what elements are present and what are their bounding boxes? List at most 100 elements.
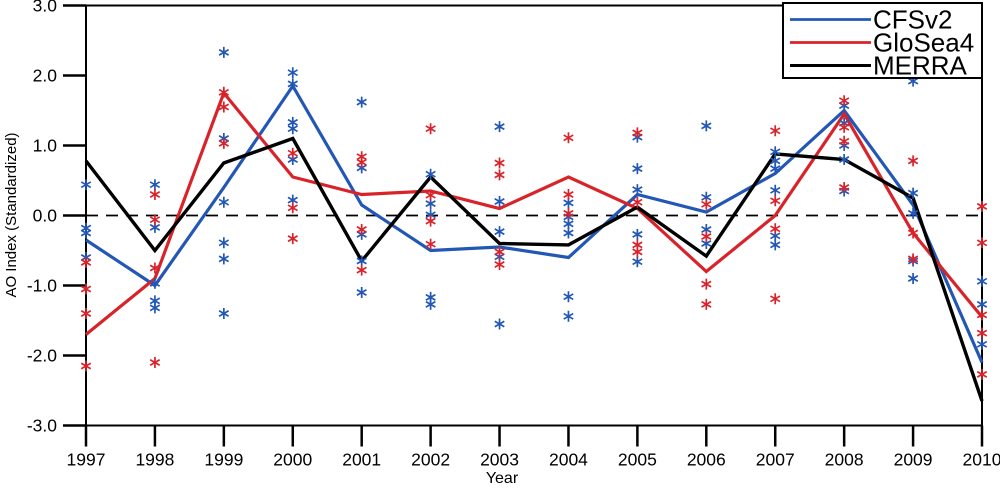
- ensemble-marker: [770, 163, 781, 175]
- x-tick-label: 2010: [963, 450, 1000, 470]
- ensemble-marker: [287, 123, 298, 135]
- legend-label-merra: MERRA: [873, 51, 968, 81]
- ensemble-marker: [356, 224, 367, 235]
- ensemble-marker: [494, 196, 505, 207]
- legend-label-glosea4: GloSea4: [873, 28, 974, 58]
- y-tick-label: 1.0: [33, 136, 58, 156]
- legend: CFSv2 GloSea4 MERRA: [782, 2, 983, 81]
- x-tick-label: 1997: [67, 450, 106, 470]
- ensemble-marker: [425, 189, 436, 201]
- ensemble-marker: [494, 259, 505, 270]
- ensemble-marker: [287, 202, 298, 214]
- ensemble-marker: [494, 157, 505, 169]
- x-tick-label: 1999: [204, 450, 243, 470]
- legend-label-cfsv2: CFSv2: [873, 5, 952, 35]
- ensemble-marker: [976, 327, 988, 339]
- series-line-cfsv2: [85, 82, 984, 364]
- x-tick-label: 2005: [618, 450, 657, 470]
- ensemble-marker: [976, 200, 988, 212]
- ensemble-marker: [149, 277, 161, 289]
- ensemble-marker: [80, 360, 92, 372]
- ensemble-marker: [356, 156, 367, 168]
- x-tick-label: 2009: [894, 450, 933, 470]
- y-tick-label: 0.0: [33, 206, 58, 226]
- ensemble-marker: [218, 46, 230, 58]
- ensemble-marker: [907, 207, 919, 219]
- ensemble-marker: [80, 308, 92, 319]
- ensemble-marker: [425, 238, 436, 250]
- ensemble-marker: [632, 163, 643, 175]
- ensemble-marker: [287, 147, 298, 159]
- ensemble-marker: [907, 155, 919, 167]
- ensemble-marker: [701, 278, 712, 290]
- ensemble-marker: [425, 123, 436, 135]
- ensemble-marker: [218, 237, 230, 249]
- ensemble-marker-layer: [80, 46, 988, 380]
- ensemble-marker: [976, 237, 988, 249]
- ensemble-marker: [770, 223, 781, 235]
- ensemble-marker: [218, 308, 230, 319]
- ensemble-marker: [218, 196, 230, 208]
- ensemble-marker: [149, 214, 161, 226]
- ensemble-marker: [701, 231, 712, 242]
- ensemble-marker: [287, 67, 298, 79]
- ensemble-marker: [701, 120, 712, 132]
- x-tick-label: 2000: [273, 450, 312, 470]
- ensemble-marker: [632, 246, 643, 258]
- ensemble-marker: [770, 125, 781, 137]
- ensemble-marker: [907, 227, 919, 239]
- x-tick-label: 2001: [342, 450, 381, 470]
- ensemble-marker: [287, 78, 298, 90]
- x-tick-label: 2003: [480, 450, 519, 470]
- ensemble-marker: [838, 95, 850, 107]
- series-line-glosea4: [84, 89, 984, 336]
- ensemble-marker: [563, 189, 574, 200]
- ensemble-marker: [494, 226, 505, 238]
- y-tick-label: 2.0: [33, 66, 58, 86]
- ensemble-marker: [80, 283, 92, 295]
- ensemble-marker: [976, 275, 988, 287]
- ensemble-marker: [218, 101, 230, 113]
- ensemble-marker: [632, 127, 643, 139]
- ensemble-marker: [770, 293, 781, 305]
- ensemble-marker: [356, 96, 367, 108]
- ensemble-marker: [149, 302, 161, 314]
- ensemble-marker: [907, 273, 919, 284]
- x-tick-label: 2004: [549, 450, 588, 470]
- y-tick-label: -2.0: [27, 346, 57, 366]
- ensemble-marker: [218, 86, 230, 98]
- ensemble-marker: [80, 256, 92, 268]
- ensemble-marker: [563, 291, 574, 303]
- ensemble-marker: [838, 135, 850, 147]
- ensemble-marker: [149, 179, 161, 191]
- y-axis-title: AO Index (Standardized): [3, 132, 20, 297]
- ensemble-marker: [494, 318, 505, 330]
- ensemble-marker: [770, 239, 781, 251]
- ensemble-marker: [425, 298, 436, 310]
- ensemble-marker: [149, 357, 161, 368]
- ensemble-marker: [80, 179, 92, 191]
- ensemble-marker: [494, 246, 505, 258]
- ensemble-marker: [907, 187, 919, 199]
- ensemble-marker: [632, 196, 643, 208]
- y-tick-label: -1.0: [27, 276, 57, 296]
- x-tick-label: 1998: [135, 450, 174, 470]
- x-tick-label: 2007: [756, 450, 795, 470]
- ensemble-marker: [563, 310, 574, 322]
- ensemble-marker: [976, 338, 988, 350]
- series-line-merra: [84, 136, 984, 402]
- ensemble-marker: [287, 233, 298, 245]
- y-tick-label: -3.0: [27, 416, 57, 436]
- ensemble-marker: [976, 368, 988, 380]
- ensemble-marker: [425, 215, 436, 227]
- y-tick-label: 3.0: [33, 0, 58, 16]
- ensemble-marker: [218, 253, 230, 265]
- ensemble-marker: [494, 121, 505, 133]
- x-tick-label: 2006: [687, 450, 726, 470]
- x-axis-title: Year: [486, 470, 519, 487]
- ensemble-marker: [356, 287, 367, 298]
- ensemble-marker: [563, 132, 574, 144]
- ensemble-marker: [838, 154, 850, 165]
